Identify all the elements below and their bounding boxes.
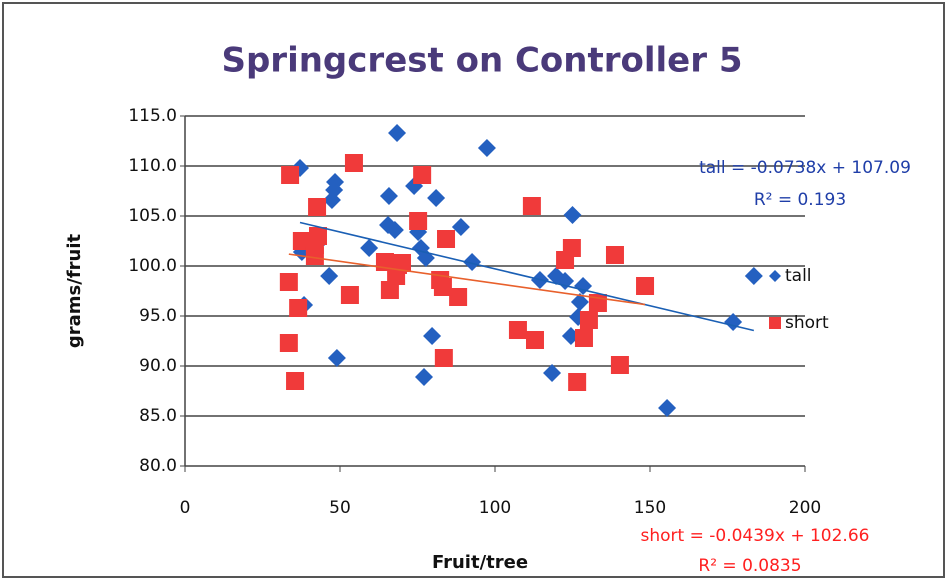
trendline	[299, 221, 755, 332]
point	[415, 368, 434, 386]
y-tick-label: 85.0	[139, 406, 177, 426]
point	[380, 281, 399, 299]
point	[289, 299, 308, 317]
point	[463, 253, 482, 271]
point	[385, 221, 404, 239]
point	[433, 278, 452, 296]
y-tick-label: 90.0	[139, 356, 177, 376]
point	[636, 277, 655, 295]
point	[393, 254, 411, 272]
y-tick-label: 115.0	[128, 106, 177, 126]
x-tick-label: 200	[789, 498, 821, 518]
point	[409, 212, 428, 230]
point	[308, 227, 327, 245]
trendline-r2: R² = 0.0835	[698, 556, 801, 576]
legend-marker	[769, 317, 781, 329]
point	[327, 349, 346, 367]
point	[563, 206, 582, 224]
point	[279, 273, 298, 291]
point	[508, 321, 527, 339]
point	[413, 166, 432, 184]
point	[574, 329, 593, 347]
point	[562, 239, 581, 257]
y-tick-label: 80.0	[139, 456, 177, 476]
point	[658, 399, 677, 417]
x-tick-label: 100	[479, 498, 511, 518]
trendline-equation: tall = -0.0738x + 107.09	[699, 158, 911, 178]
point	[568, 373, 587, 391]
point	[525, 331, 544, 349]
y-axis-label: grams/fruit	[64, 233, 85, 348]
x-tick-label: 150	[634, 498, 666, 518]
point	[388, 124, 407, 142]
point	[610, 356, 629, 374]
point	[744, 267, 763, 285]
point	[423, 327, 442, 345]
y-tick-label: 110.0	[128, 156, 177, 176]
trendline	[288, 253, 646, 306]
point	[477, 139, 496, 157]
x-axis-label: Fruit/tree	[432, 552, 528, 573]
point	[605, 246, 624, 264]
point	[344, 154, 363, 172]
y-tick-label: 95.0	[139, 306, 177, 326]
point	[437, 230, 456, 248]
point	[556, 272, 575, 290]
chart-title: Springcrest on Controller 5	[221, 41, 742, 81]
point	[326, 173, 345, 191]
point	[286, 372, 305, 390]
point	[308, 198, 327, 216]
point	[434, 349, 453, 367]
y-tick-label: 100.0	[128, 256, 177, 276]
legend-marker	[769, 270, 781, 282]
point	[281, 166, 300, 184]
trendline-r2: R² = 0.193	[754, 190, 846, 210]
point	[522, 197, 541, 215]
point	[360, 239, 379, 257]
legend-label: short	[785, 313, 829, 333]
point	[543, 364, 562, 382]
x-tick-label: 0	[180, 498, 191, 518]
trendline-equation: short = -0.0439x + 102.66	[641, 526, 870, 546]
point	[340, 286, 359, 304]
x-tick-label: 50	[329, 498, 351, 518]
legend-label: tall	[785, 266, 812, 286]
point	[579, 311, 598, 329]
point	[279, 334, 298, 352]
point	[379, 187, 398, 205]
point	[449, 288, 468, 306]
point	[451, 218, 470, 236]
y-tick-label: 105.0	[128, 206, 177, 226]
point	[305, 247, 324, 265]
point	[320, 267, 339, 285]
point	[427, 189, 446, 207]
point	[570, 293, 589, 311]
